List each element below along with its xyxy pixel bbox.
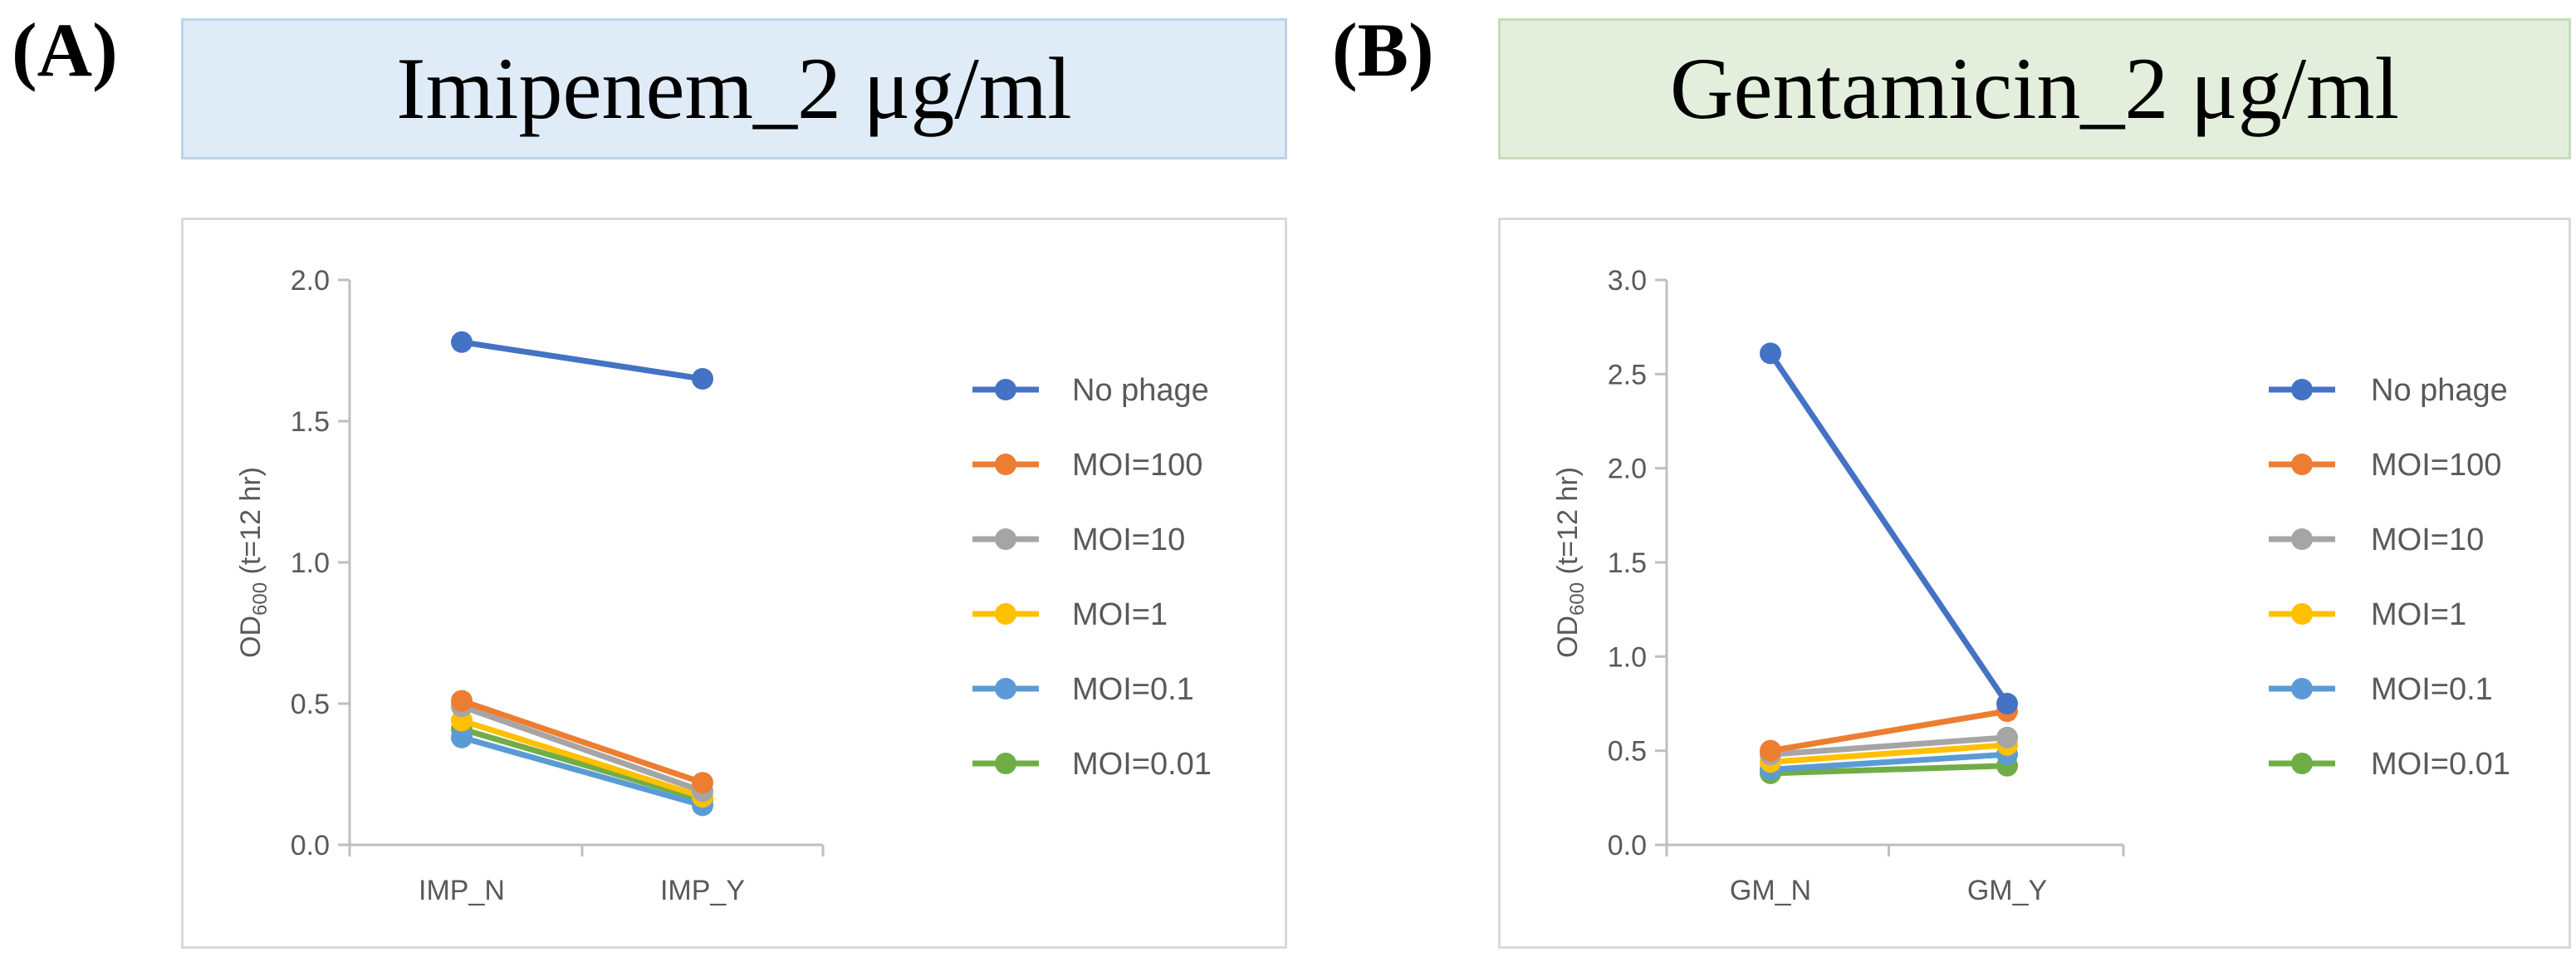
legend-label: MOI=10 — [1072, 523, 1185, 557]
data-point — [1996, 726, 2018, 748]
legend-marker — [2291, 603, 2313, 625]
series-no-phage — [451, 331, 713, 390]
data-point — [692, 368, 713, 390]
y-tick-label: 2.5 — [1608, 359, 1647, 390]
legend-entry: MOI=10 — [972, 523, 1185, 557]
series-line — [1767, 742, 2010, 765]
legend-entry: No phage — [972, 373, 1209, 408]
y-tick-label: 3.0 — [1608, 265, 1647, 297]
legend-marker — [2291, 678, 2313, 699]
legend-label: MOI=0.1 — [2371, 672, 2493, 707]
chart-a-svg: 0.0 0.5 1.0 1.5 2.0 IMP_N IMP_Y OD600 (t=12 hr)… — [235, 265, 1212, 906]
legend-marker — [2291, 454, 2313, 475]
legend-entry: MOI=1 — [2269, 597, 2466, 632]
legend-entry: MOI=1 — [972, 597, 1168, 632]
legend-entry: MOI=0.1 — [972, 672, 1194, 707]
legend-entry: MOI=0.01 — [2269, 747, 2510, 782]
y-tick-label: 1.5 — [291, 406, 330, 438]
legend-entry: MOI=100 — [972, 448, 1202, 483]
chart-b: 0.0 0.5 1.0 1.5 2.0 2.5 3.0 GM_N GM_Y OD600 (t=12… — [1498, 218, 2571, 949]
series-line — [1767, 763, 2010, 777]
x-tick-label: IMP_N — [419, 875, 505, 906]
data-point — [451, 726, 473, 748]
y-tick-label: 1.0 — [1608, 641, 1647, 673]
legend-marker — [995, 678, 1016, 699]
data-point — [451, 331, 473, 353]
series-line — [458, 703, 706, 794]
legend-marker — [2291, 753, 2313, 774]
legend-marker — [995, 753, 1016, 774]
legend-label: MOI=100 — [1072, 448, 1202, 483]
legend-label: MOI=10 — [2371, 523, 2484, 557]
chart-a: 0.0 0.5 1.0 1.5 2.0 IMP_N IMP_Y OD600 (t=12 hr)… — [181, 218, 1287, 949]
panel-a-title: Imipenem_2 μg/ml — [181, 18, 1287, 160]
legend-entry: MOI=10 — [2269, 523, 2484, 557]
y-tick-label: 1.0 — [291, 547, 330, 579]
legend-label: MOI=0.1 — [1072, 672, 1194, 707]
series-moi-100 — [451, 690, 713, 794]
series-line — [1767, 350, 2010, 707]
data-point — [451, 690, 473, 712]
series-no-phage — [1760, 342, 2018, 714]
legend-marker — [2291, 528, 2313, 550]
legend-label: MOI=100 — [2371, 448, 2501, 483]
series-line — [1767, 751, 2010, 773]
legend-marker — [995, 379, 1016, 400]
legend-marker — [995, 603, 1016, 625]
series-line — [458, 698, 706, 786]
y-axis-title: OD600 (t=12 hr) — [235, 467, 272, 658]
legend-label: MOI=1 — [2371, 597, 2466, 632]
legend-entry: No phage — [2269, 373, 2508, 408]
legend-marker — [995, 528, 1016, 550]
legend-label: MOI=1 — [1072, 597, 1168, 632]
legend-label: MOI=0.01 — [1072, 747, 1212, 782]
chart-b-svg: 0.0 0.5 1.0 1.5 2.0 2.5 3.0 GM_N GM_Y OD600 (t=12… — [1552, 265, 2510, 906]
legend-marker — [995, 454, 1016, 475]
data-point — [1760, 342, 1781, 365]
legend-entry: MOI=0.1 — [2269, 672, 2493, 707]
series-line — [1767, 708, 2010, 754]
series-line — [458, 717, 706, 800]
x-tick-label: GM_N — [1730, 875, 1811, 906]
series-line — [458, 734, 706, 808]
y-tick-label: 0.0 — [1608, 830, 1647, 861]
data-point — [1760, 739, 1781, 762]
y-tick-label: 0.0 — [291, 830, 330, 861]
data-point — [1996, 693, 2018, 714]
series-line — [1767, 734, 2010, 758]
x-tick-label: GM_Y — [1967, 875, 2047, 906]
y-tick-label: 0.5 — [291, 689, 330, 720]
legend-marker — [2291, 379, 2313, 400]
legend-entry: MOI=0.01 — [972, 747, 1212, 782]
legend-label: MOI=0.01 — [2371, 747, 2510, 782]
y-tick-label: 2.0 — [291, 265, 330, 297]
y-tick-label: 2.0 — [1608, 454, 1647, 485]
legend-label: No phage — [2371, 373, 2508, 408]
data-point — [692, 772, 713, 794]
panel-b-letter: (B) — [1332, 7, 1434, 92]
series-line — [458, 339, 706, 382]
y-tick-label: 0.5 — [1608, 736, 1647, 768]
panel-a-letter: (A) — [12, 7, 118, 92]
legend-entry: MOI=100 — [2269, 448, 2501, 483]
y-axis-title: OD600 (t=12 hr) — [1552, 467, 1589, 658]
panel-b-title: Gentamicin_2 μg/ml — [1498, 18, 2571, 160]
legend-label: No phage — [1072, 373, 1209, 408]
series-line — [458, 726, 706, 803]
x-tick-label: IMP_Y — [660, 875, 745, 906]
y-tick-label: 1.5 — [1608, 547, 1647, 579]
